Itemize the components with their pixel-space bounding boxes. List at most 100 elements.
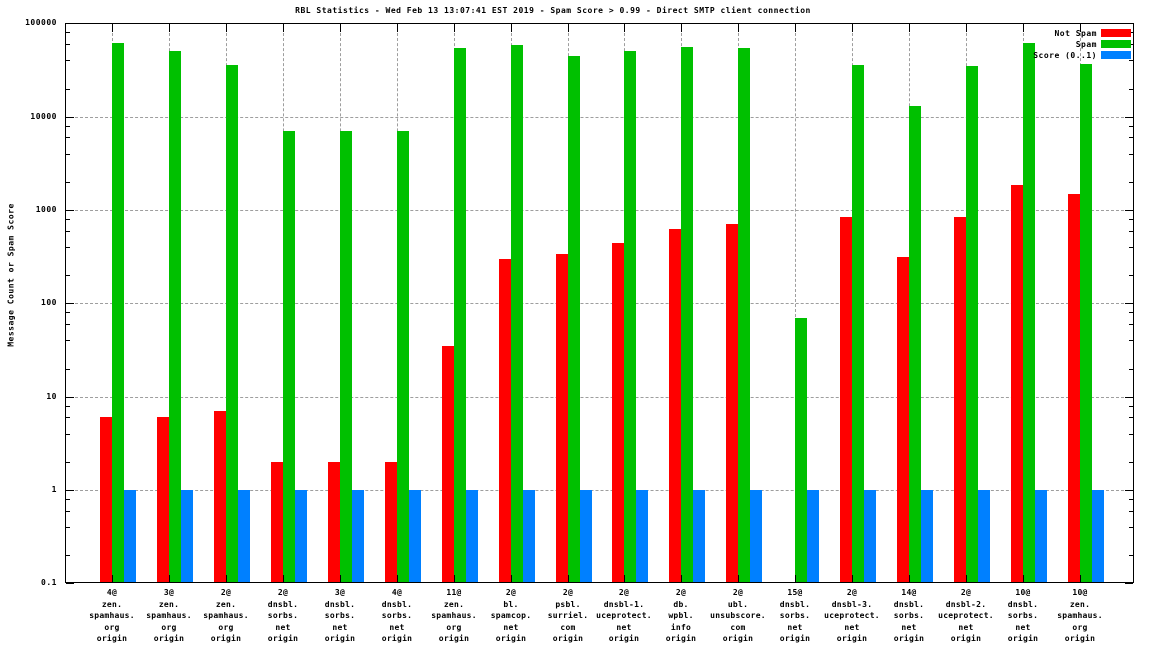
y-major-tick [1125,303,1133,304]
y-minor-tick [1129,137,1133,138]
x-tick-label: 4@ zen. spamhaus. org origin [89,587,135,645]
y-tick-label: 100000 [25,18,57,27]
legend-swatch-spam [1101,40,1131,48]
x-tick-label-line: spamhaus. [203,611,249,620]
x-tick-label-line: com [730,622,746,632]
y-major-tick [1125,490,1133,491]
x-tick-label-line: sorbs. [381,611,413,620]
x-tick-label: 11@ zen. spamhaus. org origin [431,587,477,645]
x-tick-label-line: origin [893,634,925,643]
x-tick-label: 2@ dnsbl. sorbs. net origin [268,587,298,645]
x-tick-label-line: origin [779,634,811,643]
x-tick-label: 2@ bl. spamcop. net origin [491,587,532,645]
y-minor-tick [66,324,70,325]
gridline-horizontal [65,397,1134,398]
x-tick-label-line: org [446,622,462,632]
bar-spam [453,47,466,583]
x-tick-label-line: org [104,622,120,632]
x-tick-label-line: origin [552,634,584,643]
x-tick-bottom [169,575,170,583]
y-minor-tick [66,275,70,276]
bar-spam [681,46,694,583]
x-tick-top [966,24,967,32]
x-tick-bottom [226,575,227,583]
bar-score [1091,490,1104,583]
x-tick-label-line: origin [608,634,640,643]
legend-item-spam: Spam [1076,40,1131,49]
x-tick-label-line: surriel. [547,611,589,620]
x-tick-label-line: net [958,622,974,632]
x-tick-label-line: zen. [215,599,237,609]
chart-title: RBL Statistics - Wed Feb 13 13:07:41 EST… [295,6,811,15]
y-minor-tick [1129,219,1133,220]
bar-not-spam [612,243,625,583]
x-tick-bottom [397,575,398,583]
x-tick-label: 3@ dnsbl. sorbs. net origin [325,587,355,645]
x-tick-label-line: net [389,622,405,632]
x-tick-label-line: dnsbl-2. [945,599,987,609]
x-tick-bottom [852,575,853,583]
bar-spam [339,131,352,583]
x-tick-label-line: bl. [503,599,519,609]
x-tick-top [226,24,227,32]
x-tick-label: 2@ dnsbl-3. uceprotect. net origin [824,587,880,645]
bar-score [978,490,991,583]
bar-spam [738,47,751,583]
x-tick-label-line: 14@ [901,588,917,597]
x-tick-label-line: uceprotect. [824,611,880,620]
y-minor-tick [66,182,70,183]
x-tick-top [681,24,682,32]
x-tick-label-line: origin [1064,634,1096,643]
x-tick-bottom [283,575,284,583]
x-tick-label-line: 11@ [446,588,462,597]
y-minor-tick [1129,32,1133,33]
x-tick-label-line: net [787,622,803,632]
y-minor-tick [1129,511,1133,512]
y-minor-tick [1129,434,1133,435]
y-minor-tick [1129,126,1133,127]
y-minor-tick [66,417,70,418]
x-tick-label-line: origin [495,634,527,643]
y-major-tick [1125,397,1133,398]
x-tick-label-line: zen. [443,599,465,609]
bar-score [807,490,820,583]
x-tick-label-line: sorbs. [324,611,356,620]
bar-score [750,490,763,583]
gridline-horizontal [65,303,1134,304]
bar-score [124,490,136,583]
x-tick-label-line: 2@ [505,588,517,597]
y-minor-tick [66,32,70,33]
y-axis-label: Message Count or Spam Score [6,203,16,347]
x-tick-label-line: net [844,622,860,632]
bar-spam [168,51,181,583]
x-tick-label-line: zen. [101,599,123,609]
x-tick-top [283,24,284,32]
y-minor-tick [1129,89,1133,90]
x-tick-top [795,24,796,32]
bar-score [579,490,592,583]
x-tick-label: 10@ zen. spamhaus. org origin [1057,587,1103,645]
x-tick-label: 2@ psbl. surriel. com origin [548,587,589,645]
x-tick-label-line: origin [267,634,299,643]
x-tick-label-line: db. [673,599,689,609]
x-tick-top [340,24,341,32]
y-minor-tick [1129,527,1133,528]
bar-spam [396,131,409,583]
y-tick-label: 100 [41,298,57,307]
x-tick-bottom [511,575,512,583]
y-minor-tick [66,340,70,341]
y-minor-tick [1129,324,1133,325]
bar-score [693,490,706,583]
x-tick-label-line: net [616,622,632,632]
x-tick-top [1080,24,1081,32]
bar-score [351,490,364,583]
bar-not-spam [213,411,226,583]
x-tick-label-line: org [161,622,177,632]
bar-not-spam [726,224,739,583]
x-tick-label: 14@ dnsbl. sorbs. net origin [894,587,924,645]
x-tick-top [1023,24,1024,32]
x-tick-label-line: sorbs. [779,611,811,620]
x-tick-bottom [1023,575,1024,583]
x-tick-label-line: ubl. [727,599,749,609]
